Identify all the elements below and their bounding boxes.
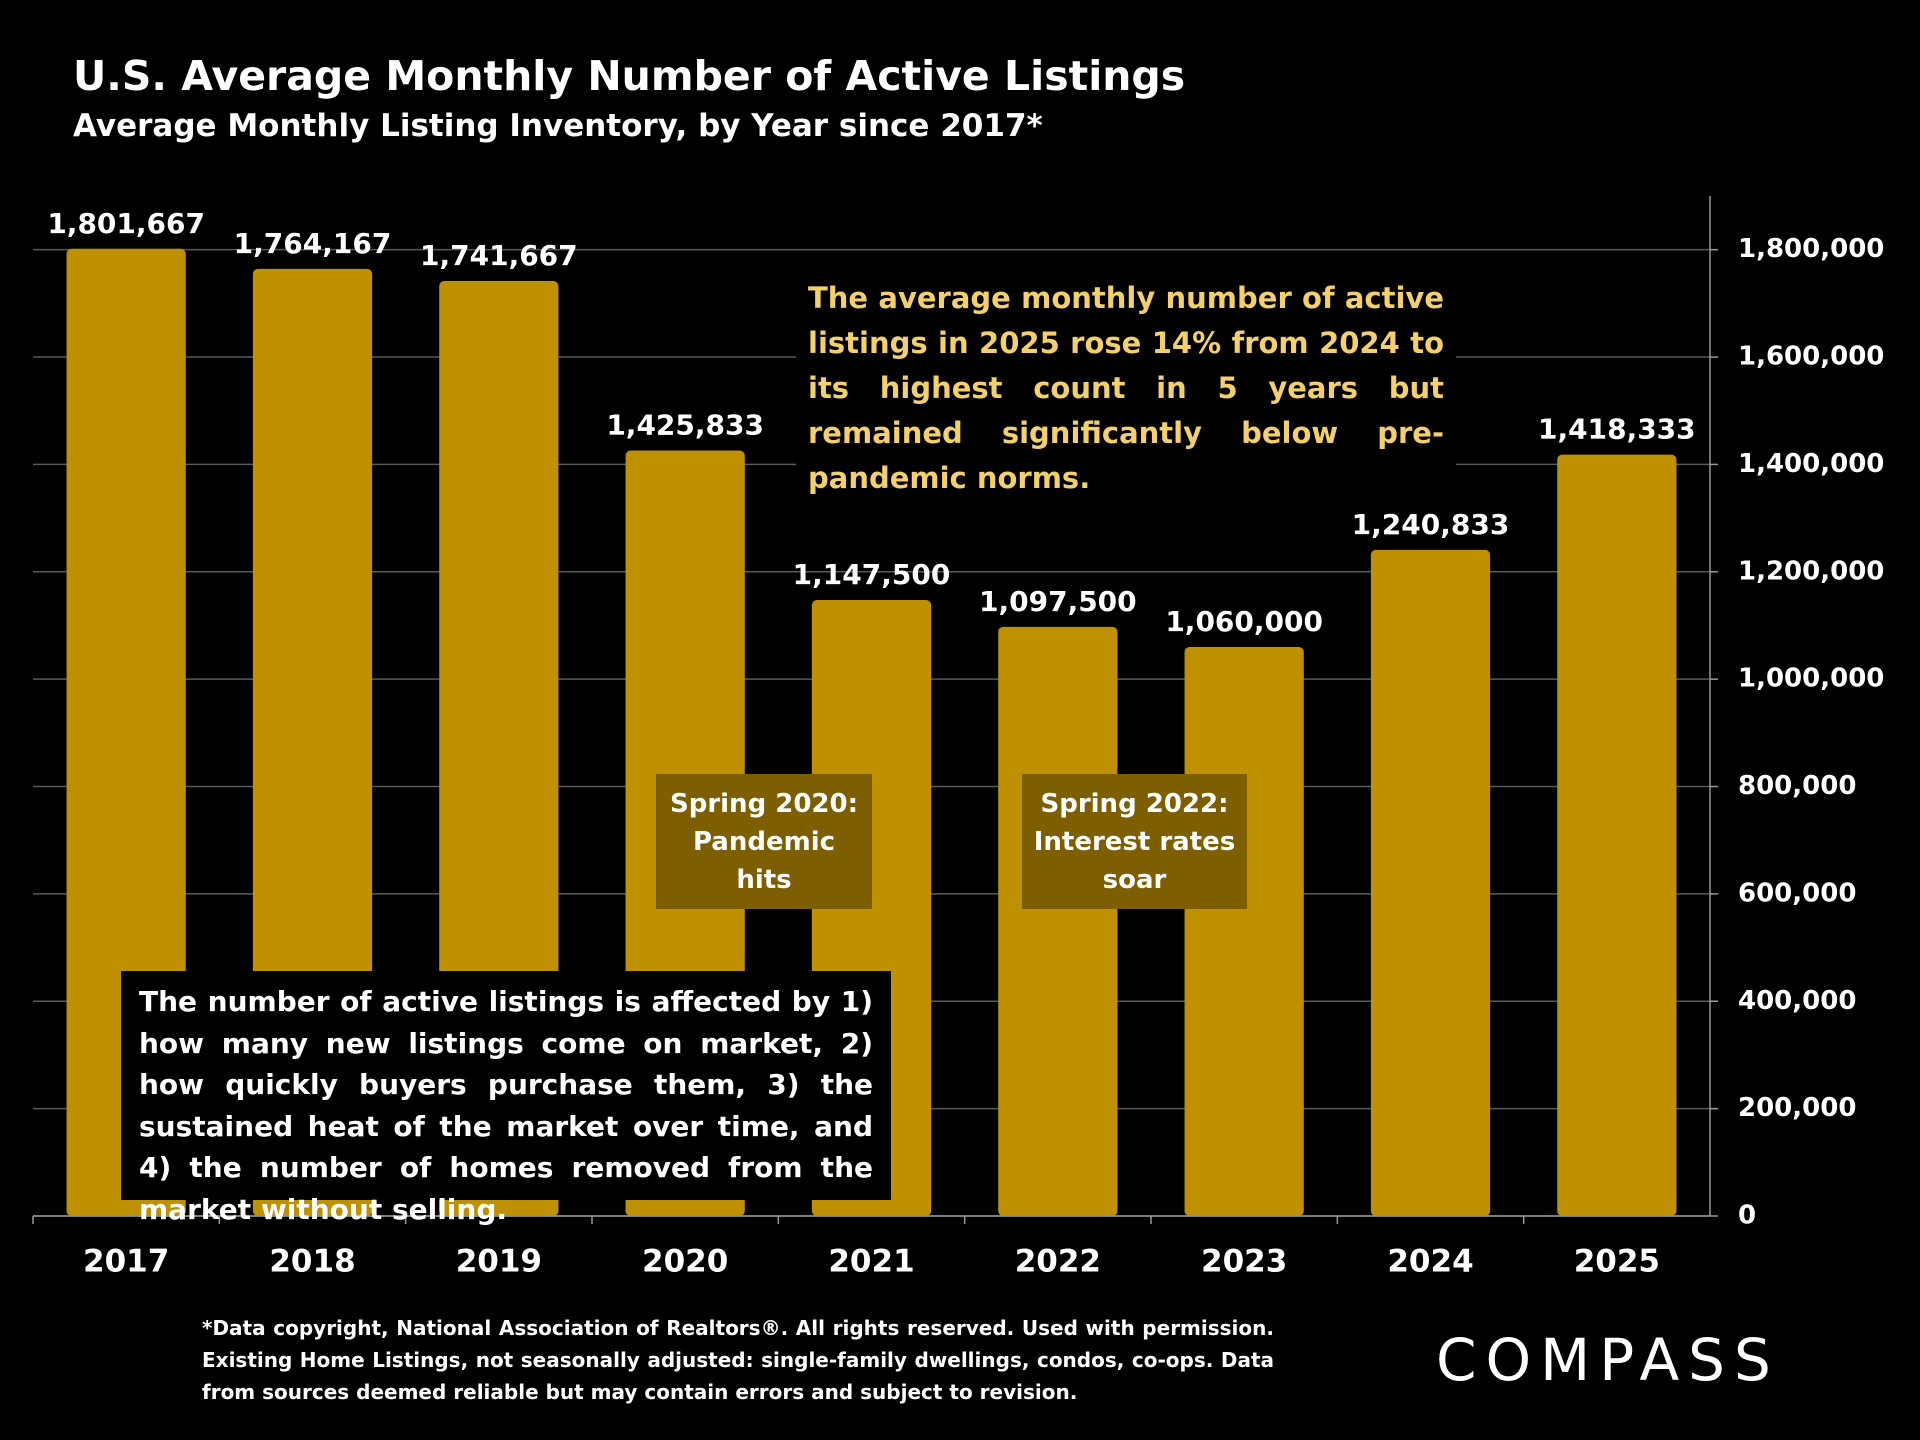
chart-title: U.S. Average Monthly Number of Active Li…: [73, 52, 1186, 100]
x-tick-label: 2025: [1574, 1244, 1660, 1280]
x-tick-label: 2024: [1387, 1244, 1473, 1280]
bar: [1557, 454, 1677, 1217]
bar: [1370, 549, 1491, 1216]
footnote: *Data copyright, National Association of…: [202, 1316, 1274, 1404]
data-label: 1,147,500: [793, 558, 951, 591]
y-tick-label: 1,600,000: [1738, 342, 1884, 372]
x-tick-label: 2019: [456, 1244, 542, 1280]
x-tick-label: 2018: [269, 1244, 355, 1280]
y-tick-label: 1,800,000: [1738, 234, 1884, 264]
y-tick-label: 800,000: [1738, 771, 1856, 801]
data-label: 1,425,833: [606, 409, 764, 442]
annotation: The number of active listings is affecte…: [121, 971, 891, 1226]
callout: Spring 2022: Interest rates soar: [1022, 774, 1247, 909]
x-tick-label: 2017: [83, 1244, 169, 1280]
chart-subtitle: Average Monthly Listing Inventory, by Ye…: [73, 108, 1043, 144]
callout: Spring 2020: Pandemic hits: [656, 774, 872, 909]
y-tick-label: 1,400,000: [1738, 449, 1884, 479]
data-label: 1,240,833: [1352, 508, 1510, 541]
data-label: 1,764,167: [234, 227, 392, 260]
annotation: The average monthly number of active lis…: [796, 272, 1456, 505]
y-tick-label: 1,200,000: [1738, 556, 1884, 586]
logo: COMPASS: [1436, 1326, 1780, 1394]
y-tick-label: 200,000: [1738, 1093, 1856, 1123]
y-tick-label: 600,000: [1738, 878, 1856, 908]
x-tick-label: 2022: [1015, 1244, 1101, 1280]
x-tick-label: 2023: [1201, 1244, 1287, 1280]
data-label: 1,741,667: [420, 239, 578, 272]
bar: [998, 626, 1118, 1216]
x-tick-label: 2021: [828, 1244, 914, 1280]
y-tick-label: 1,000,000: [1738, 664, 1884, 694]
y-tick-label: 0: [1738, 1201, 1756, 1231]
data-label: 1,801,667: [47, 207, 205, 240]
y-tick-label: 400,000: [1738, 986, 1856, 1016]
data-label: 1,097,500: [979, 585, 1137, 618]
data-label: 1,418,333: [1538, 413, 1696, 446]
data-label: 1,060,000: [1165, 605, 1323, 638]
x-tick-label: 2020: [642, 1244, 728, 1280]
bar: [1184, 646, 1304, 1216]
